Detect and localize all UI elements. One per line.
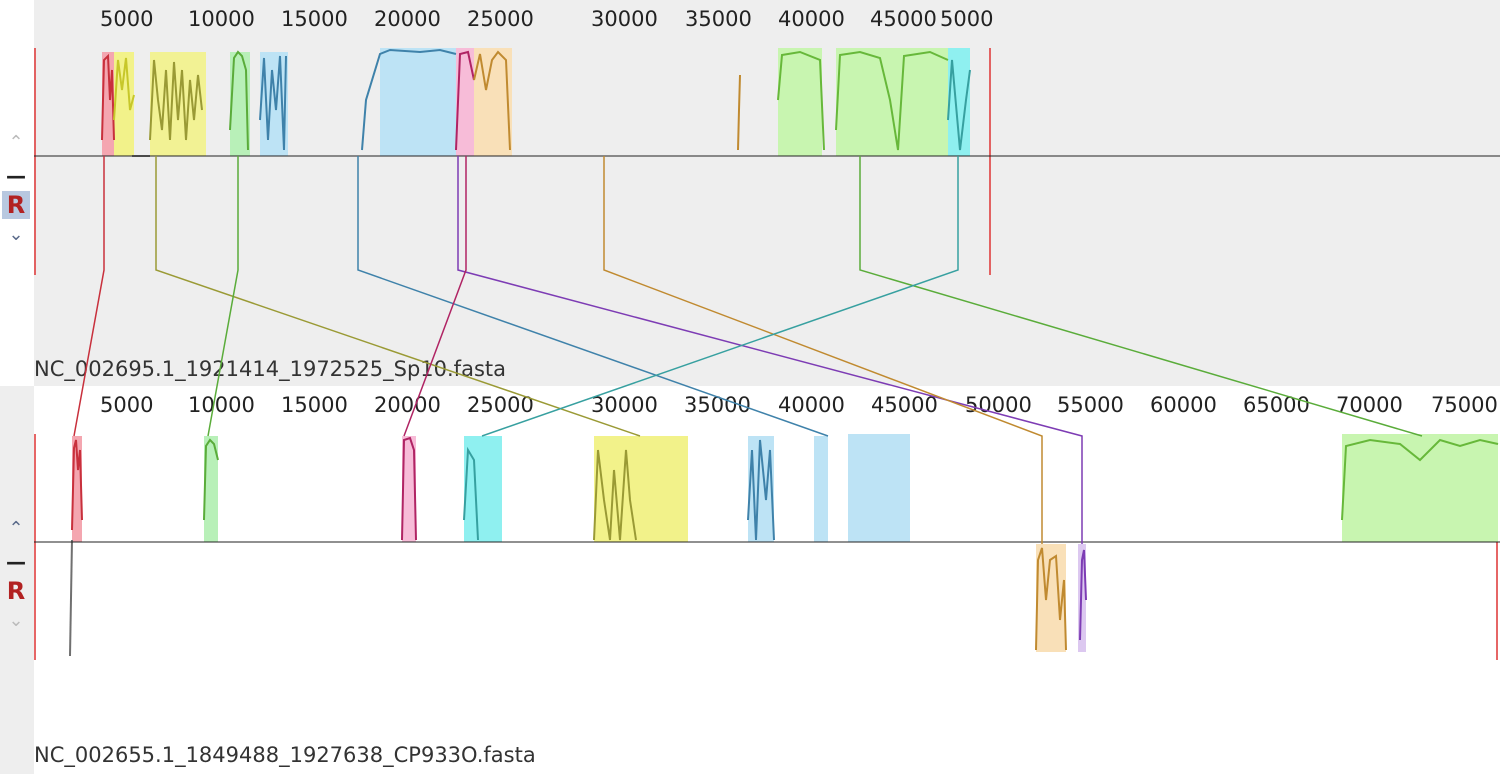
tick-label: 30000 <box>591 393 658 417</box>
lcb-block[interactable] <box>778 48 822 156</box>
tick-label: 40000 <box>778 7 845 31</box>
lcb-block[interactable] <box>1342 434 1498 542</box>
tick-label: 25000 <box>467 393 534 417</box>
lcb-connector-purple[interactable] <box>457 156 1083 544</box>
ruler-2: 5000 10000 15000 20000 25000 30000 35000… <box>100 393 1498 417</box>
lcb-connector-teal[interactable] <box>481 156 959 437</box>
lcb-block[interactable] <box>1036 544 1066 652</box>
lcb-block[interactable] <box>230 52 250 156</box>
tick-label: 10000 <box>188 7 255 31</box>
lcb-block[interactable] <box>456 48 474 156</box>
lcb-connector-red[interactable] <box>73 156 105 437</box>
lcb-connector-orange[interactable] <box>603 156 1043 544</box>
tick-label: 75000 <box>1431 393 1498 417</box>
tick-label: 5000 <box>100 393 153 417</box>
sequence-label-1: NC_002695.1_1921414_1972525_Sp10.fasta <box>34 357 506 381</box>
lcb-block[interactable] <box>402 436 416 542</box>
tick-label: 25000 <box>467 7 534 31</box>
tick-label: 5000 <box>940 7 993 31</box>
set-reference-button[interactable]: R <box>2 191 30 219</box>
tick-label: 40000 <box>778 393 845 417</box>
ruler-1: 5000 10000 15000 20000 25000 30000 35000… <box>100 7 993 31</box>
lcb-connector-blue[interactable] <box>357 156 829 437</box>
lcb-connectors[interactable] <box>73 156 1423 544</box>
tick-label: 45000 <box>871 393 938 417</box>
similarity-profile-seq-1 <box>101 48 971 157</box>
lcb-block[interactable] <box>836 48 948 156</box>
set-reference-button[interactable]: R <box>6 577 26 605</box>
move-up-button[interactable]: ⌃ <box>8 132 24 153</box>
panel-2-controls: ⌃ — R ⌄ <box>0 386 34 774</box>
lcb-blocks-seq-2[interactable] <box>72 434 1498 652</box>
tick-label: 20000 <box>374 393 441 417</box>
similarity-profile-seq-2 <box>69 436 1499 657</box>
lcb-block[interactable] <box>72 436 82 542</box>
panel-1-controls: ⌃ — R ⌄ <box>0 0 34 386</box>
hide-button[interactable]: — <box>6 164 26 188</box>
sequence-label-2: NC_002655.1_1849488_1927638_CP933O.fasta <box>34 743 536 767</box>
tick-label: 65000 <box>1243 393 1310 417</box>
lcb-block[interactable] <box>380 48 456 156</box>
lcb-block[interactable] <box>114 52 134 156</box>
tick-label: 20000 <box>374 7 441 31</box>
move-up-button[interactable]: ⌃ <box>8 518 24 539</box>
move-down-button[interactable]: ⌄ <box>8 610 24 631</box>
lcb-connector-olive[interactable] <box>155 156 641 437</box>
lcb-block[interactable] <box>594 436 688 542</box>
tick-label: 10000 <box>188 393 255 417</box>
tick-label: 70000 <box>1336 393 1403 417</box>
move-down-button[interactable]: ⌄ <box>8 224 24 245</box>
lcb-block[interactable] <box>204 436 218 542</box>
tick-label: 15000 <box>281 7 348 31</box>
lcb-connector-pink[interactable] <box>403 156 467 437</box>
tick-label: 35000 <box>685 7 752 31</box>
tick-label: 30000 <box>591 7 658 31</box>
hide-button[interactable]: — <box>6 550 26 574</box>
tick-label: 60000 <box>1150 393 1217 417</box>
lcb-connector-lime[interactable] <box>859 156 1423 437</box>
tick-label: 55000 <box>1057 393 1124 417</box>
lcb-connector-green[interactable] <box>207 156 239 437</box>
lcb-block[interactable] <box>848 434 910 542</box>
sequence-panel-2: ⌃ — R ⌄ NC_002655.1_1849488_1927638_CP93… <box>0 386 1500 774</box>
lcb-block[interactable] <box>814 436 828 542</box>
tick-label: 15000 <box>281 393 348 417</box>
tick-label: 45000 <box>870 7 937 31</box>
tick-label: 5000 <box>100 7 153 31</box>
